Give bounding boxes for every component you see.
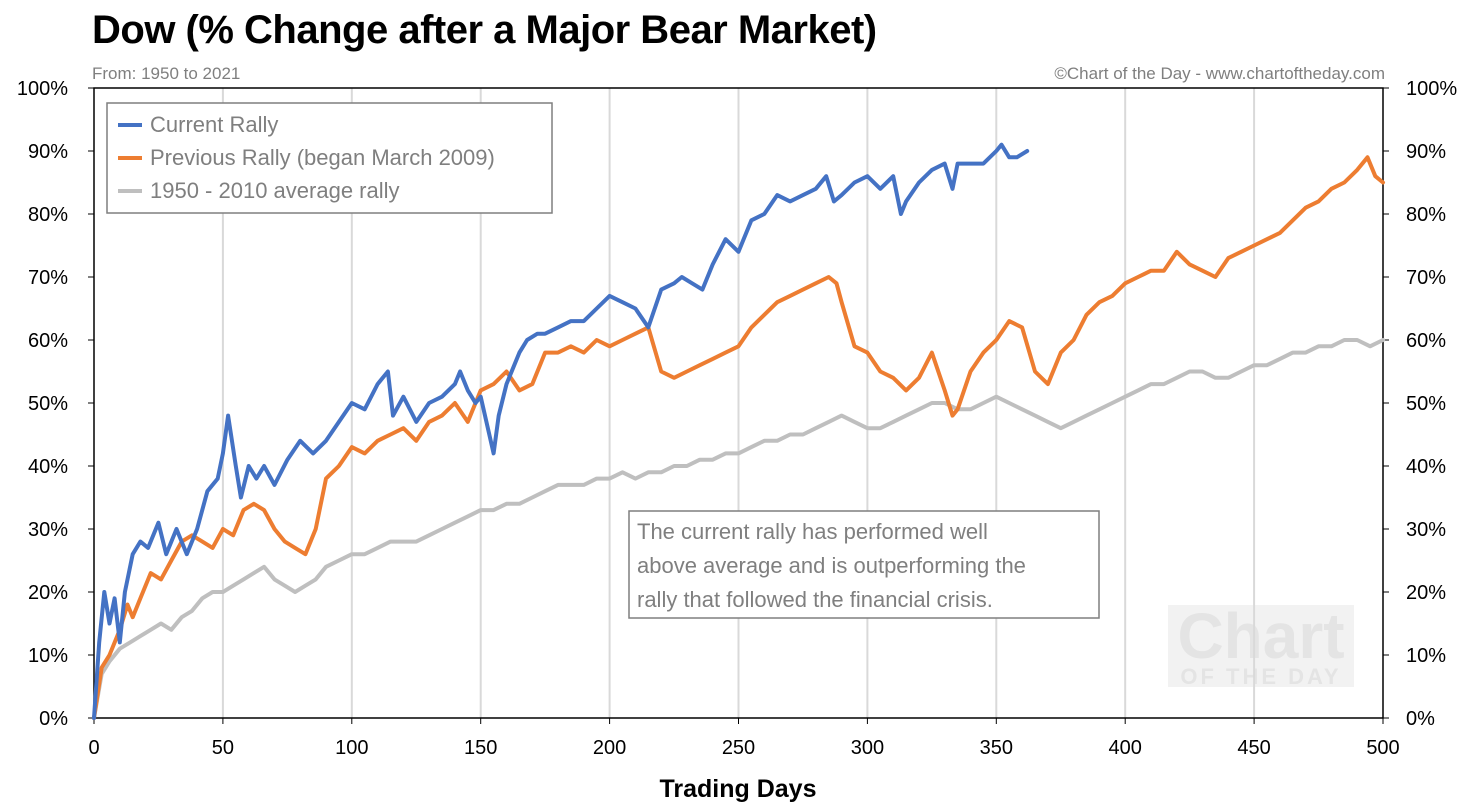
series-layer <box>92 142 1385 720</box>
chart-title: Dow (% Change after a Major Bear Market) <box>92 8 877 52</box>
y-tick-right-0: 0% <box>1406 708 1435 730</box>
x-tick-150: 150 <box>464 737 497 759</box>
x-tick-0: 0 <box>88 737 99 759</box>
watermark-word: Chart <box>1177 600 1344 672</box>
y-tick-left-30: 30% <box>28 519 68 541</box>
annotation-frame <box>628 510 1100 619</box>
series-line-1950-2010-average-rally <box>92 338 1385 720</box>
y-tick-left-10: 10% <box>28 645 68 667</box>
x-tick-100: 100 <box>335 737 368 759</box>
y-tick-right-60: 60% <box>1406 330 1446 352</box>
annotation-box: The current rally has performed well abo… <box>628 510 1100 619</box>
x-tick-50: 50 <box>212 737 234 759</box>
annotation-line-3: rally that followed the financial crisis… <box>637 587 993 612</box>
chart-subtitle: From: 1950 to 2021 <box>92 64 241 83</box>
legend-label-previous-rally: Previous Rally (began March 2009) <box>150 145 495 170</box>
x-tick-350: 350 <box>980 737 1013 759</box>
y-tick-right-80: 80% <box>1406 204 1446 226</box>
y-tick-left-100: 100% <box>17 78 68 100</box>
annotation-line-2: above average and is outperforming the <box>637 553 1026 578</box>
legend-label-average-rally: 1950 - 2010 average rally <box>150 178 400 203</box>
x-axis-title: Trading Days <box>660 775 817 803</box>
y-tick-left-50: 50% <box>28 393 68 415</box>
y-tick-left-90: 90% <box>28 141 68 163</box>
y-tick-right-30: 30% <box>1406 519 1446 541</box>
y-tick-right-10: 10% <box>1406 645 1446 667</box>
watermark-box <box>1168 605 1354 687</box>
x-tick-500: 500 <box>1366 737 1399 759</box>
legend-box <box>106 102 553 214</box>
y-tick-left-40: 40% <box>28 456 68 478</box>
y-tick-left-0: 0% <box>39 708 68 730</box>
series-line-previous-rally-began-march-2009 <box>92 155 1385 720</box>
left-y-axis: 0% 10% 20% 30% 40% 50% 60% 70% 80% 90% 100% <box>17 78 94 730</box>
y-tick-left-70: 70% <box>28 267 68 289</box>
vertical-grid <box>221 88 1256 718</box>
y-tick-right-20: 20% <box>1406 582 1446 604</box>
legend-label-current-rally: Current Rally <box>150 112 278 137</box>
y-tick-right-70: 70% <box>1406 267 1446 289</box>
x-tick-400: 400 <box>1109 737 1142 759</box>
y-tick-left-60: 60% <box>28 330 68 352</box>
series-line-current-rally <box>92 142 1030 720</box>
y-tick-right-50: 50% <box>1406 393 1446 415</box>
x-tick-250: 250 <box>722 737 755 759</box>
chart-of-the-day-watermark: Chart OF THE DAY <box>1168 600 1354 689</box>
watermark-tagline: OF THE DAY <box>1180 664 1341 689</box>
right-y-axis: 0% 10% 20% 30% 40% 50% 60% 70% 80% 90% 100% <box>1383 78 1457 730</box>
x-tick-300: 300 <box>851 737 884 759</box>
x-tick-200: 200 <box>593 737 626 759</box>
chart-credit: ©Chart of the Day - www.chartoftheday.co… <box>1054 64 1385 83</box>
y-tick-left-80: 80% <box>28 204 68 226</box>
annotation-line-1: The current rally has performed well <box>637 519 988 544</box>
y-tick-right-100: 100% <box>1406 78 1457 100</box>
y-tick-right-90: 90% <box>1406 141 1446 163</box>
x-axis: 0 50 100 150 200 250 300 350 400 450 500 <box>88 718 1400 759</box>
y-tick-right-40: 40% <box>1406 456 1446 478</box>
legend: Current Rally Previous Rally (began Marc… <box>106 102 553 214</box>
y-tick-left-20: 20% <box>28 582 68 604</box>
x-tick-450: 450 <box>1237 737 1270 759</box>
